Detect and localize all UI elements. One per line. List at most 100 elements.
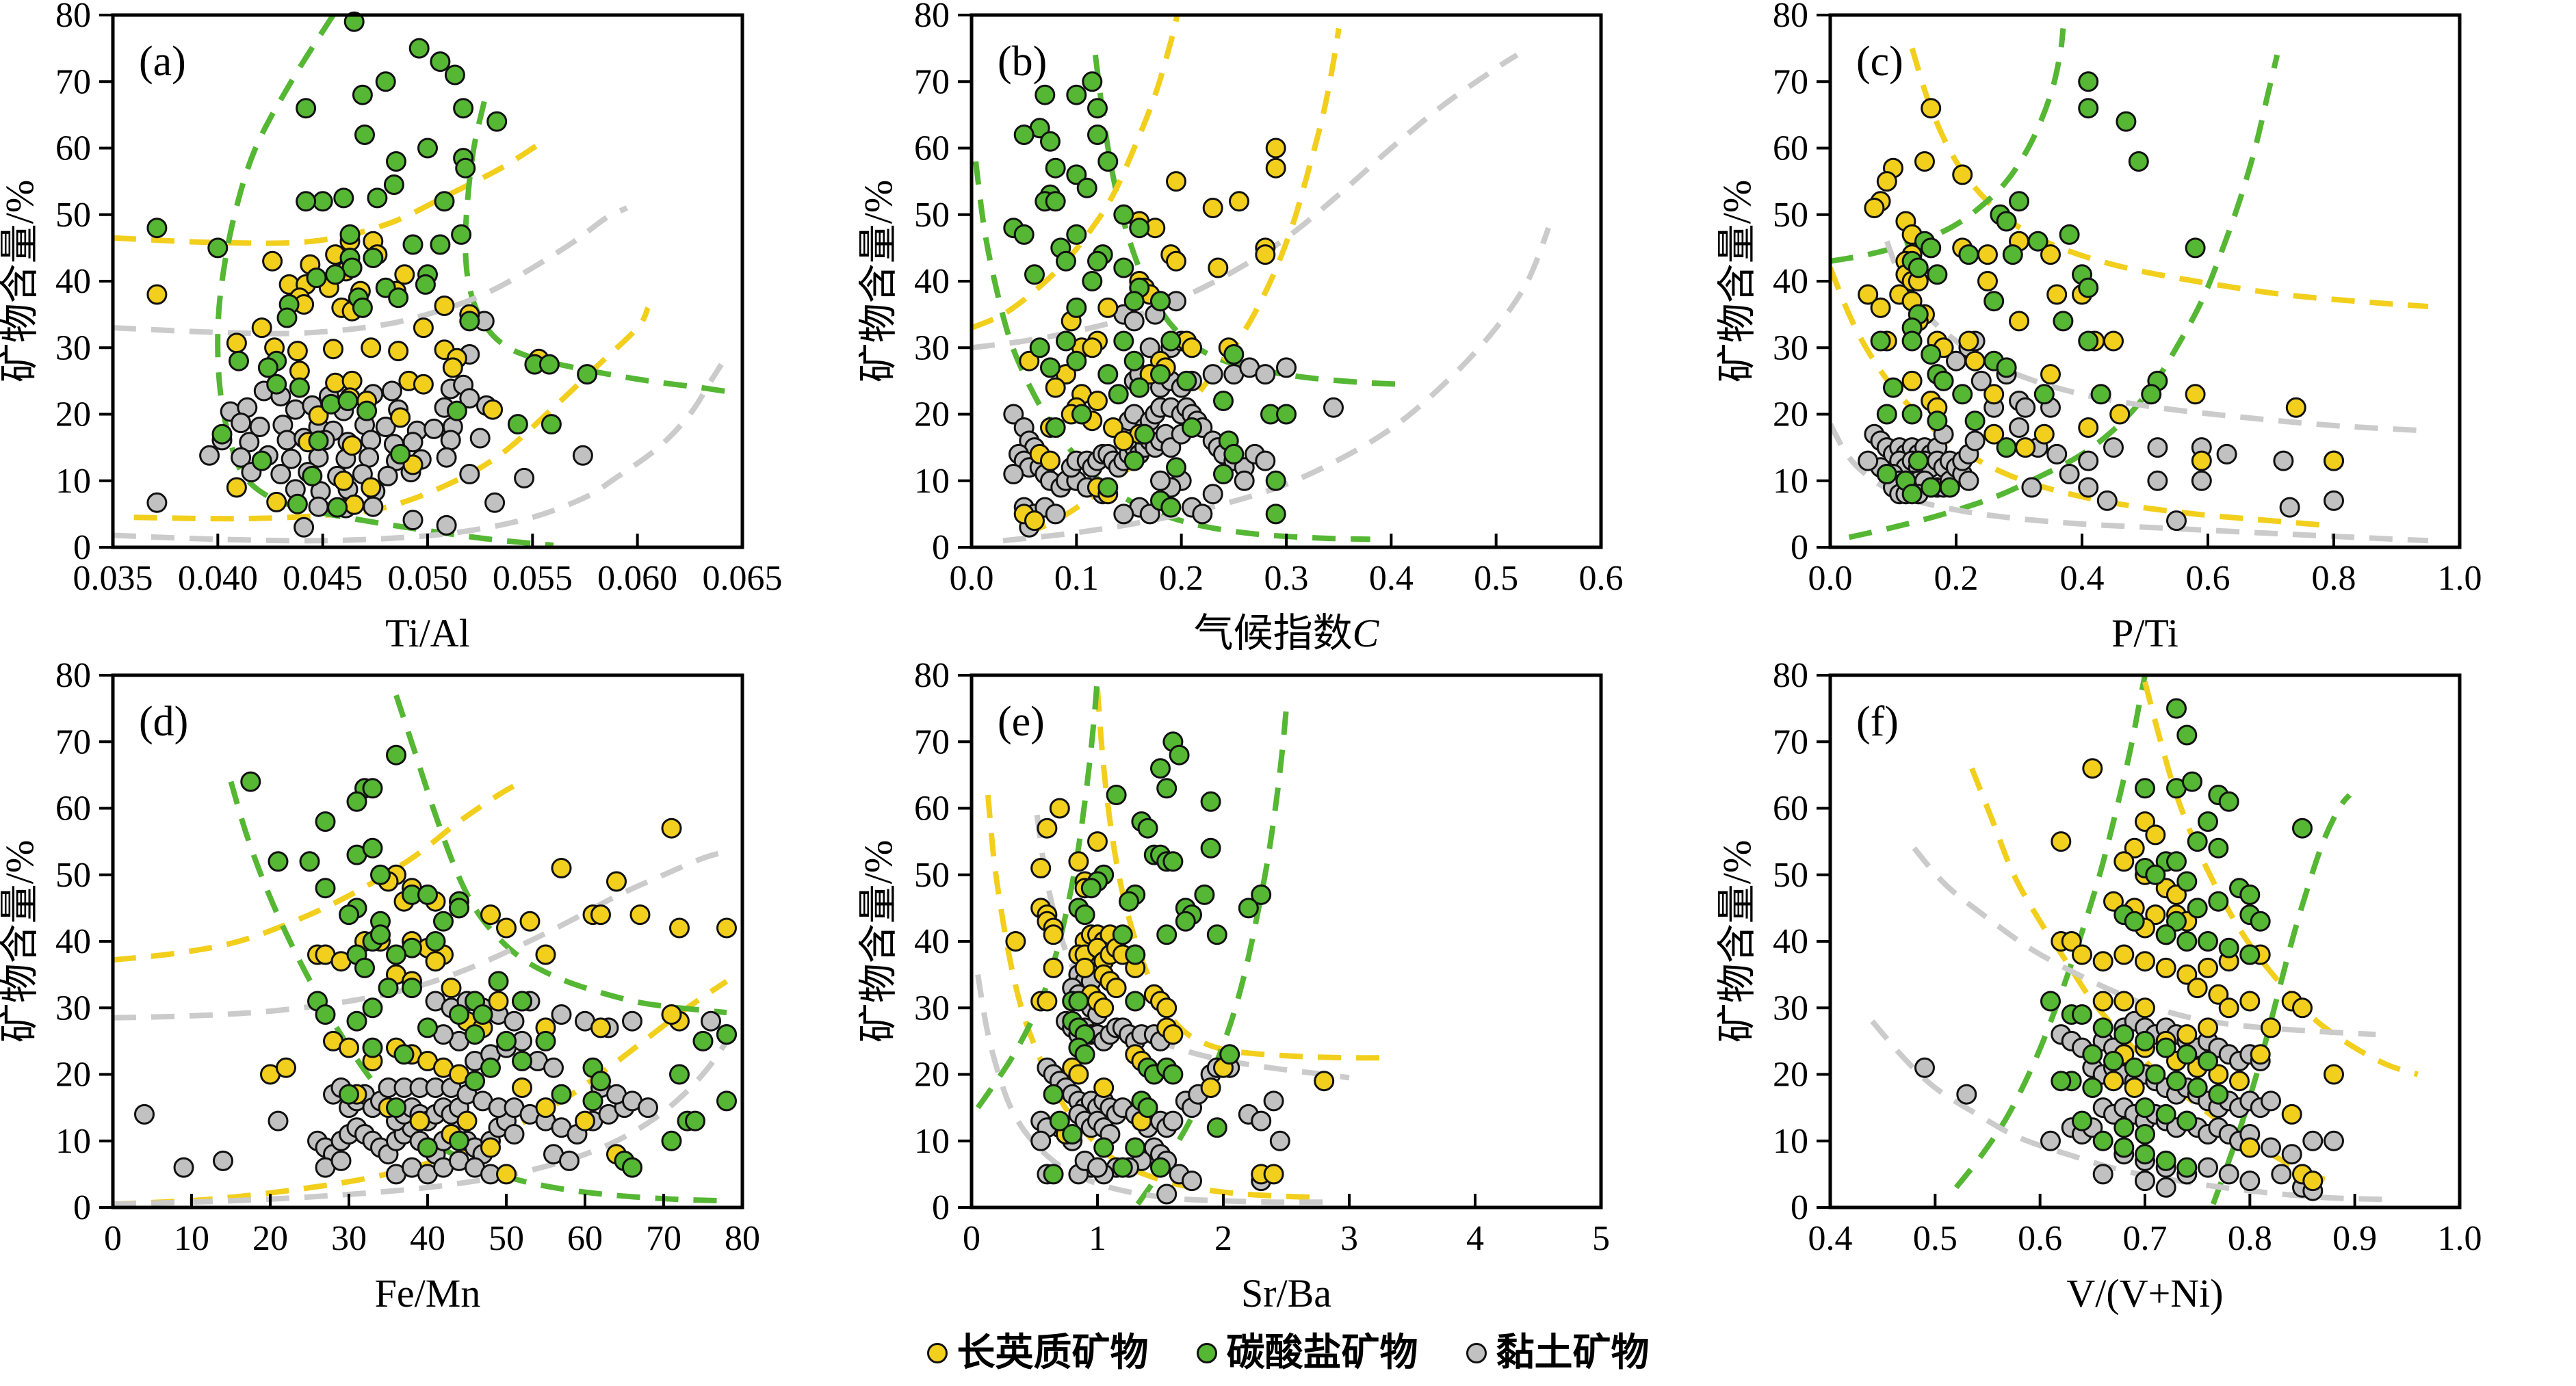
svg-text:70: 70 bbox=[55, 62, 91, 101]
svg-text:P/Ti: P/Ti bbox=[2111, 611, 2178, 655]
svg-text:40: 40 bbox=[914, 262, 950, 301]
svg-text:80: 80 bbox=[725, 1219, 760, 1258]
svg-text:80: 80 bbox=[914, 0, 950, 35]
svg-text:0: 0 bbox=[104, 1219, 122, 1258]
svg-text:60: 60 bbox=[567, 1219, 603, 1258]
svg-text:0.2: 0.2 bbox=[1159, 559, 1204, 598]
svg-text:10: 10 bbox=[1773, 462, 1808, 501]
svg-text:0.6: 0.6 bbox=[2186, 559, 2230, 598]
panel-grid: 0.035 0.040 0.045 0.050 0.055 0.060 0.065 0 10 20… bbox=[0, 0, 2576, 1320]
panel-a: 0.035 0.040 0.045 0.050 0.055 0.060 0.065 0 10 20… bbox=[0, 0, 859, 660]
svg-text:40: 40 bbox=[1773, 922, 1808, 961]
panel-d: 0 10 20 30 40 50 60 70 80 0 10 20 30 40 50 60 70 80 (d) Fe/… bbox=[0, 660, 859, 1320]
svg-text:40: 40 bbox=[1773, 262, 1808, 301]
legend-label-clay: 黏土矿物 bbox=[1496, 1332, 1650, 1374]
svg-text:50: 50 bbox=[914, 196, 950, 235]
svg-text:0: 0 bbox=[73, 528, 91, 567]
svg-text:(d): (d) bbox=[139, 698, 188, 745]
svg-text:20: 20 bbox=[914, 1056, 950, 1095]
svg-text:2: 2 bbox=[1214, 1219, 1232, 1258]
svg-text:50: 50 bbox=[489, 1219, 524, 1258]
svg-text:10: 10 bbox=[174, 1219, 209, 1258]
svg-text:80: 80 bbox=[55, 0, 91, 35]
svg-text:20: 20 bbox=[1773, 1056, 1808, 1095]
svg-text:70: 70 bbox=[55, 722, 91, 761]
svg-text:10: 10 bbox=[55, 1122, 91, 1161]
panel-c-plot: 0.0 0.2 0.4 0.6 0.8 1.0 0 10 20 30 40 50 60 70 80 (c) P/… bbox=[1717, 0, 2482, 655]
svg-text:0.1: 0.1 bbox=[1054, 559, 1099, 598]
svg-text:20: 20 bbox=[1773, 395, 1808, 434]
svg-text:80: 80 bbox=[1773, 0, 1808, 35]
svg-text:矿物含量/%: 矿物含量/% bbox=[0, 840, 42, 1043]
svg-text:0.040: 0.040 bbox=[178, 559, 258, 598]
panel-e: 0 1 2 3 4 5 0 10 20 30 40 50 60 70 80 (e) Sr/Ba 矿物含量/% bbox=[859, 660, 1717, 1320]
svg-text:0.5: 0.5 bbox=[1474, 559, 1518, 598]
svg-text:30: 30 bbox=[1773, 328, 1808, 367]
legend-label-felsic: 长英质矿物 bbox=[957, 1332, 1149, 1374]
svg-text:1.0: 1.0 bbox=[2438, 1219, 2482, 1258]
svg-text:(e): (e) bbox=[998, 698, 1045, 745]
svg-text:0.055: 0.055 bbox=[493, 559, 573, 598]
svg-text:10: 10 bbox=[1773, 1122, 1808, 1161]
svg-text:60: 60 bbox=[914, 129, 950, 168]
svg-text:3: 3 bbox=[1340, 1219, 1358, 1258]
svg-text:矿物含量/%: 矿物含量/% bbox=[859, 840, 900, 1043]
svg-text:0: 0 bbox=[963, 1219, 980, 1258]
svg-text:0.3: 0.3 bbox=[1264, 559, 1309, 598]
svg-text:0.8: 0.8 bbox=[2312, 559, 2356, 598]
panel-a-plot: 0.035 0.040 0.045 0.050 0.055 0.060 0.065 0 10 20… bbox=[0, 0, 783, 655]
svg-text:70: 70 bbox=[1773, 722, 1808, 761]
svg-text:40: 40 bbox=[55, 262, 91, 301]
svg-text:0: 0 bbox=[1791, 1188, 1808, 1227]
svg-text:0.050: 0.050 bbox=[388, 559, 468, 598]
svg-text:0.8: 0.8 bbox=[2228, 1219, 2272, 1258]
svg-text:0: 0 bbox=[1791, 528, 1808, 567]
svg-text:80: 80 bbox=[914, 660, 950, 695]
svg-text:30: 30 bbox=[914, 989, 950, 1028]
svg-text:20: 20 bbox=[914, 395, 950, 434]
svg-text:5: 5 bbox=[1592, 1219, 1610, 1258]
clay-marker-icon bbox=[1466, 1343, 1487, 1363]
svg-text:4: 4 bbox=[1466, 1219, 1484, 1258]
svg-text:0.045: 0.045 bbox=[283, 559, 363, 598]
svg-text:70: 70 bbox=[646, 1219, 681, 1258]
svg-text:10: 10 bbox=[914, 1122, 950, 1161]
svg-text:0: 0 bbox=[73, 1188, 91, 1227]
svg-text:0.2: 0.2 bbox=[1934, 559, 1979, 598]
svg-text:0.035: 0.035 bbox=[73, 559, 153, 598]
svg-text:0.7: 0.7 bbox=[2123, 1219, 2168, 1258]
svg-text:Ti/Al: Ti/Al bbox=[385, 611, 470, 655]
svg-text:30: 30 bbox=[914, 328, 950, 367]
svg-text:60: 60 bbox=[914, 789, 950, 828]
svg-text:70: 70 bbox=[914, 62, 950, 101]
svg-text:60: 60 bbox=[55, 129, 91, 168]
svg-text:80: 80 bbox=[1773, 660, 1808, 695]
svg-text:60: 60 bbox=[55, 789, 91, 828]
svg-text:Fe/Mn: Fe/Mn bbox=[375, 1271, 481, 1316]
svg-text:0.9: 0.9 bbox=[2332, 1219, 2377, 1258]
panel-c: 0.0 0.2 0.4 0.6 0.8 1.0 0 10 20 30 40 50 60 70 80 (c) P/… bbox=[1717, 0, 2576, 660]
legend: 长英质矿物 碳酸盐矿物 黏土矿物 bbox=[0, 1320, 2576, 1386]
svg-text:20: 20 bbox=[55, 395, 91, 434]
legend-label-carbonate: 碳酸盐矿物 bbox=[1226, 1332, 1418, 1374]
svg-text:40: 40 bbox=[410, 1219, 445, 1258]
svg-text:1.0: 1.0 bbox=[2438, 559, 2482, 598]
panel-f: 0.4 0.5 0.6 0.7 0.8 0.9 1.0 0 10 20 30 40 50 60 70 80 (f… bbox=[1717, 660, 2576, 1320]
svg-text:40: 40 bbox=[55, 922, 91, 961]
svg-text:0.065: 0.065 bbox=[703, 559, 783, 598]
svg-text:0.4: 0.4 bbox=[1808, 1219, 1853, 1258]
svg-text:30: 30 bbox=[55, 989, 91, 1028]
svg-text:矿物含量/%: 矿物含量/% bbox=[859, 180, 900, 382]
panel-d-plot: 0 10 20 30 40 50 60 70 80 0 10 20 30 40 50 60 70 80 (d) Fe/… bbox=[0, 660, 760, 1316]
svg-text:Sr/Ba: Sr/Ba bbox=[1241, 1271, 1331, 1316]
svg-text:70: 70 bbox=[1773, 62, 1808, 101]
svg-text:0.4: 0.4 bbox=[1369, 559, 1414, 598]
svg-text:矿物含量/%: 矿物含量/% bbox=[1717, 840, 1759, 1043]
legend-item-carbonate: 碳酸盐矿物 bbox=[1196, 1332, 1418, 1374]
svg-text:70: 70 bbox=[914, 722, 950, 761]
svg-text:30: 30 bbox=[55, 328, 91, 367]
panel-b-plot: 0.0 0.1 0.2 0.3 0.4 0.5 0.6 0 10 20 30 40 50 60 70 80 (b… bbox=[859, 0, 1624, 655]
svg-text:50: 50 bbox=[914, 856, 950, 895]
svg-text:30: 30 bbox=[331, 1219, 367, 1258]
